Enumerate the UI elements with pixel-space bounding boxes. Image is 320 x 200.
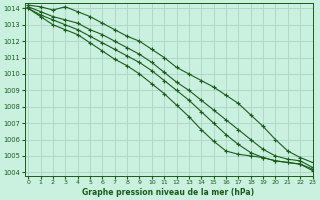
- X-axis label: Graphe pression niveau de la mer (hPa): Graphe pression niveau de la mer (hPa): [83, 188, 255, 197]
